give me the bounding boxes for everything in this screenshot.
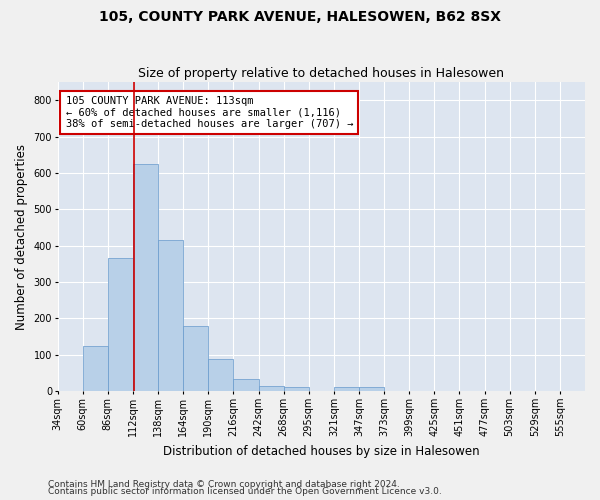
- Bar: [83, 346, 108, 391]
- Text: 105 COUNTY PARK AVENUE: 113sqm
← 60% of detached houses are smaller (1,116)
38% : 105 COUNTY PARK AVENUE: 113sqm ← 60% of …: [65, 96, 353, 129]
- Bar: [284, 388, 309, 391]
- Bar: [108, 258, 133, 391]
- Bar: [183, 326, 208, 391]
- Bar: [133, 164, 158, 391]
- Text: 105, COUNTY PARK AVENUE, HALESOWEN, B62 8SX: 105, COUNTY PARK AVENUE, HALESOWEN, B62 …: [99, 10, 501, 24]
- Text: Contains public sector information licensed under the Open Government Licence v3: Contains public sector information licen…: [48, 488, 442, 496]
- Title: Size of property relative to detached houses in Halesowen: Size of property relative to detached ho…: [139, 66, 505, 80]
- Bar: [359, 388, 384, 391]
- Bar: [233, 380, 259, 391]
- Bar: [259, 386, 284, 391]
- Bar: [208, 359, 233, 391]
- Text: Contains HM Land Registry data © Crown copyright and database right 2024.: Contains HM Land Registry data © Crown c…: [48, 480, 400, 489]
- Y-axis label: Number of detached properties: Number of detached properties: [15, 144, 28, 330]
- Bar: [158, 240, 183, 391]
- Bar: [334, 388, 359, 391]
- X-axis label: Distribution of detached houses by size in Halesowen: Distribution of detached houses by size …: [163, 444, 479, 458]
